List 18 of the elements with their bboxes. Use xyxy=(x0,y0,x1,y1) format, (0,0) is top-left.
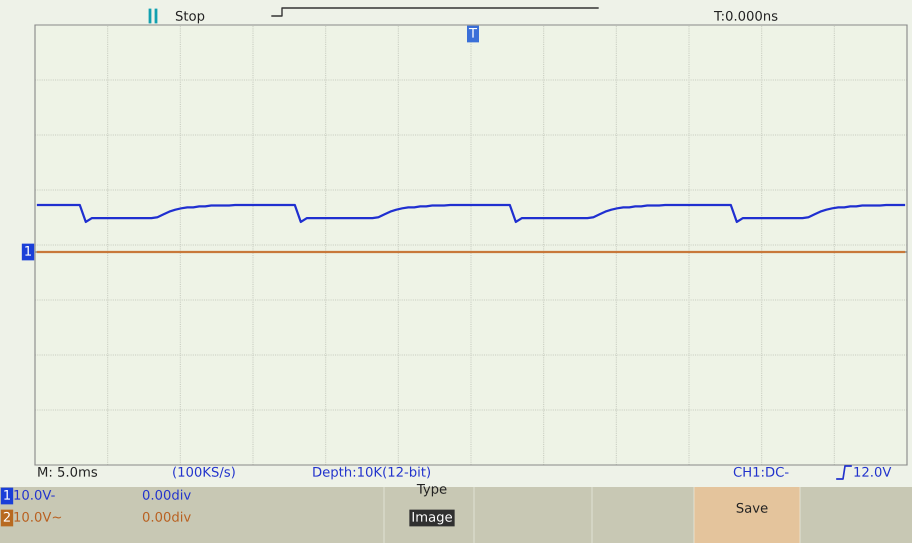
text: 1 xyxy=(4,490,10,500)
text: 10.0V- xyxy=(14,490,55,500)
text: T xyxy=(468,28,478,38)
text: M: 5.0ms xyxy=(38,466,98,477)
text: Save xyxy=(736,502,768,513)
text: CH1:DC- xyxy=(734,466,788,477)
text: 0.00div xyxy=(142,512,191,522)
text: Type xyxy=(416,484,446,496)
text: 2 xyxy=(4,512,10,522)
text: Stop xyxy=(176,10,204,24)
text: (100KS/s) xyxy=(173,466,235,478)
text: 10.0V~ xyxy=(14,512,62,522)
text: Depth:10K(12-bit) xyxy=(313,466,430,480)
text: Image xyxy=(412,512,452,524)
text: 0.00div xyxy=(142,490,191,500)
text: T:0.000ns xyxy=(714,10,778,21)
text: 1 xyxy=(25,246,31,256)
text: 12.0V xyxy=(854,466,892,477)
